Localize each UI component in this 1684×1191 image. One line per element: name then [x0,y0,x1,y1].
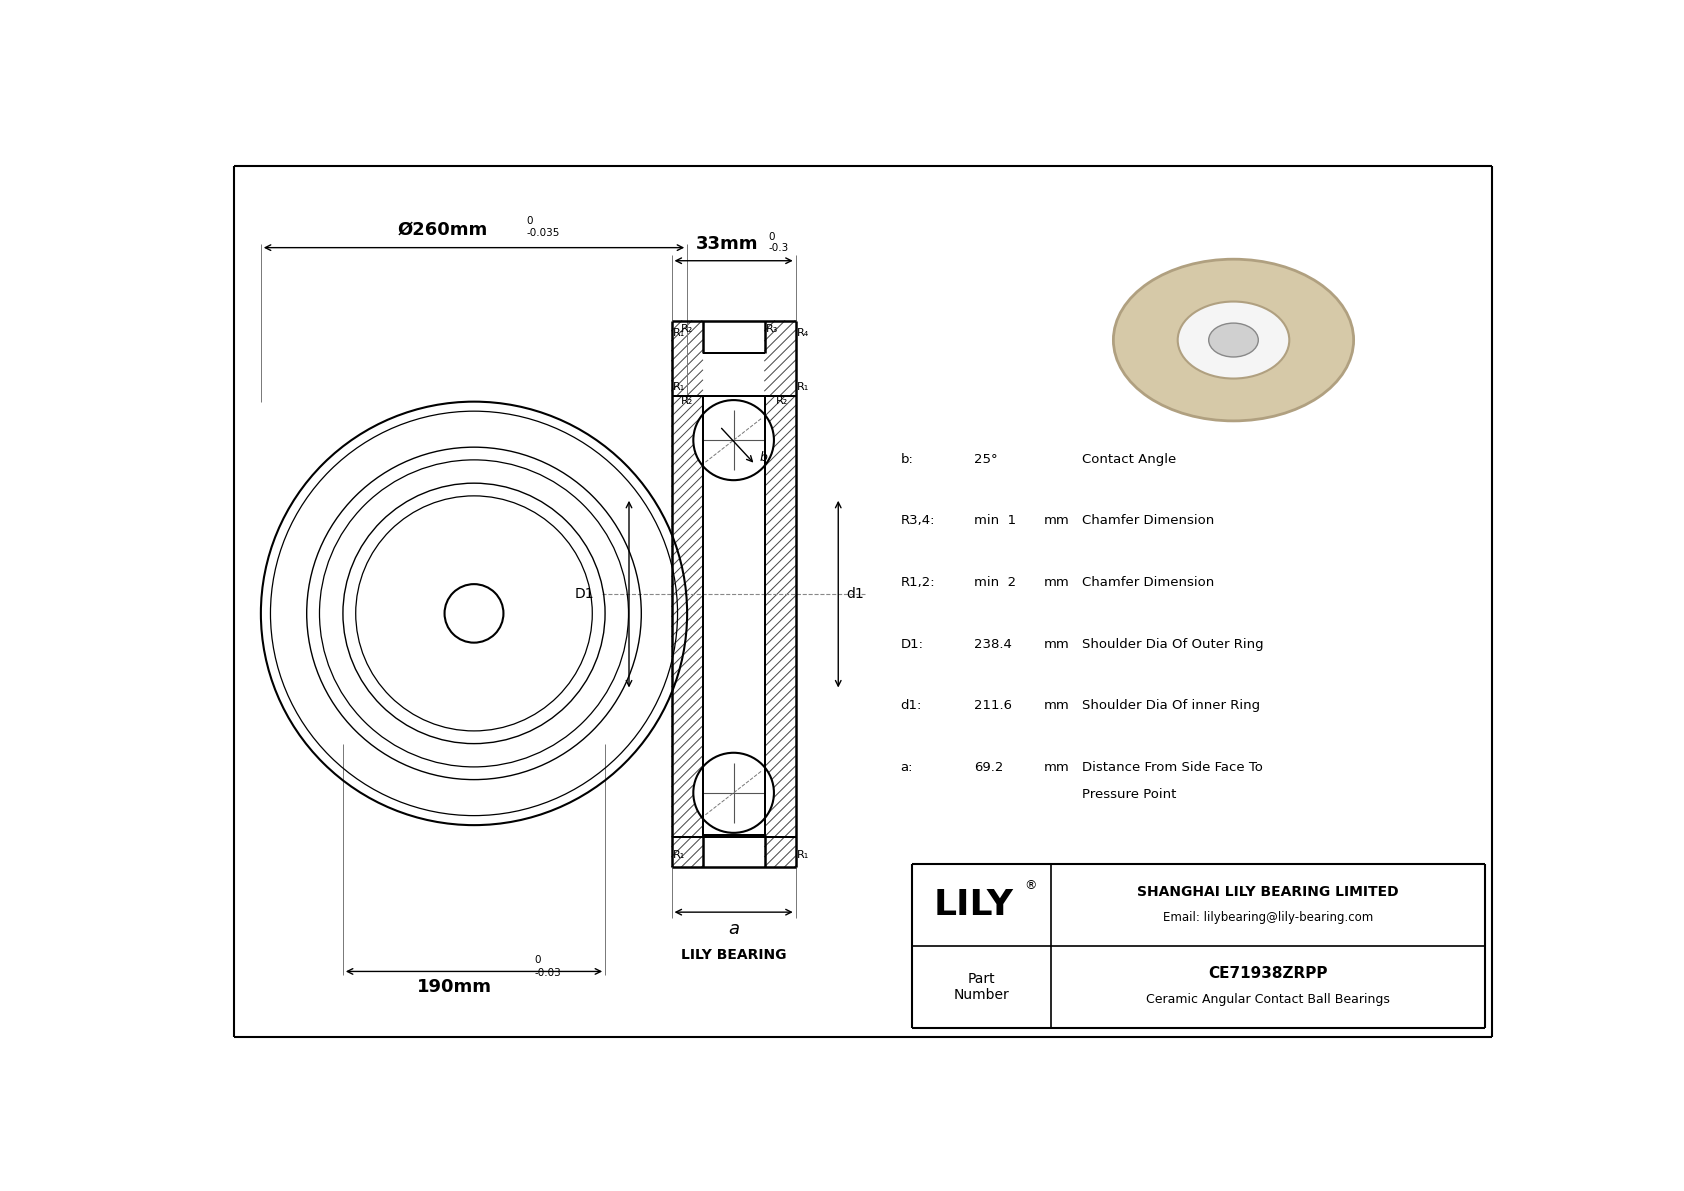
Text: 69.2: 69.2 [973,761,1004,774]
Text: 25°: 25° [973,453,997,466]
Text: D1: D1 [574,587,594,601]
Ellipse shape [1209,323,1258,357]
Circle shape [694,753,775,833]
Text: 0: 0 [534,955,541,965]
Text: d1: d1 [845,587,864,601]
Text: LILY BEARING: LILY BEARING [680,948,786,961]
Text: 0: 0 [527,216,534,226]
Text: Email: lilybearing@lily-bearing.com: Email: lilybearing@lily-bearing.com [1164,911,1372,924]
Text: 211.6: 211.6 [973,699,1012,712]
Text: a:: a: [901,761,913,774]
Text: Ceramic Angular Contact Ball Bearings: Ceramic Angular Contact Ball Bearings [1147,993,1389,1006]
Text: Contact Angle: Contact Angle [1083,453,1177,466]
Bar [672,320,795,867]
Text: D1:: D1: [901,637,923,650]
Ellipse shape [1177,301,1290,379]
Text: a: a [727,919,739,937]
Text: min  1: min 1 [973,515,1015,528]
Text: R₄: R₄ [797,329,808,338]
Text: R₁: R₁ [672,850,685,860]
Text: Chamfer Dimension: Chamfer Dimension [1083,515,1214,528]
Text: R₁: R₁ [797,850,808,860]
Text: -0.03: -0.03 [534,967,561,978]
Text: R₁: R₁ [672,329,685,338]
Text: Distance From Side Face To: Distance From Side Face To [1083,761,1263,774]
Text: Shoulder Dia Of inner Ring: Shoulder Dia Of inner Ring [1083,699,1261,712]
Text: SHANGHAI LILY BEARING LIMITED: SHANGHAI LILY BEARING LIMITED [1137,885,1399,898]
Text: 190mm: 190mm [418,978,492,996]
Text: R₁: R₁ [797,381,808,392]
Text: mm: mm [1044,637,1069,650]
Text: b:: b: [901,453,913,466]
Text: b: b [759,450,768,463]
Text: -0.3: -0.3 [768,243,788,252]
Text: mm: mm [1044,576,1069,590]
Text: Shoulder Dia Of Outer Ring: Shoulder Dia Of Outer Ring [1083,637,1265,650]
Ellipse shape [1113,260,1354,420]
Text: Pressure Point: Pressure Point [1083,787,1177,800]
Text: Chamfer Dimension: Chamfer Dimension [1083,576,1214,590]
Text: -0.035: -0.035 [527,229,561,238]
Text: Ø260mm: Ø260mm [397,220,488,238]
Text: LILY: LILY [935,887,1014,922]
Text: ®: ® [1024,879,1037,892]
Text: mm: mm [1044,515,1069,528]
Text: mm: mm [1044,699,1069,712]
Circle shape [694,400,775,480]
Text: 33mm: 33mm [695,235,759,252]
Text: CE71938ZRPP: CE71938ZRPP [1207,966,1327,981]
Text: R₁: R₁ [672,381,685,392]
Text: R₂: R₂ [775,397,788,406]
Text: R₃: R₃ [766,324,778,333]
Text: min  2: min 2 [973,576,1015,590]
Text: R₂: R₂ [680,397,694,406]
Text: Part
Number: Part Number [953,972,1009,1002]
Text: d1:: d1: [901,699,921,712]
Text: R3,4:: R3,4: [901,515,935,528]
Text: mm: mm [1044,761,1069,774]
Text: 238.4: 238.4 [973,637,1012,650]
Text: R₂: R₂ [680,324,694,333]
Text: R1,2:: R1,2: [901,576,935,590]
Text: 0: 0 [768,232,775,242]
